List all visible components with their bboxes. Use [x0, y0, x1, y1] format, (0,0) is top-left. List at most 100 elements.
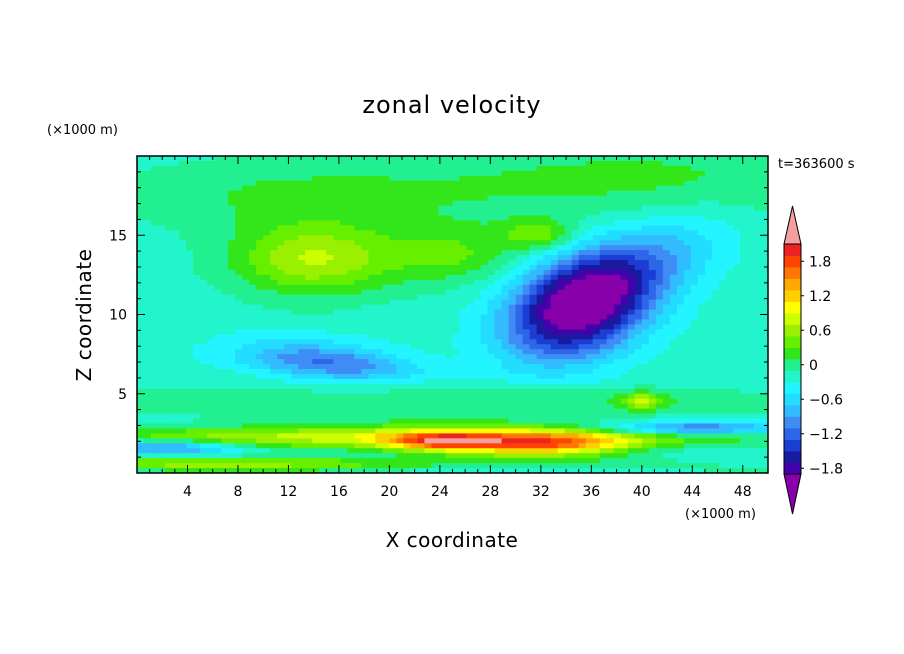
heatmap-cell: [690, 195, 699, 202]
heatmap-cell: [256, 240, 264, 246]
heatmap-cell: [746, 314, 755, 321]
heatmap-cell: [648, 240, 657, 246]
heatmap-cell: [718, 314, 727, 321]
heatmap-cell: [648, 274, 657, 281]
heatmap-cell: [676, 240, 685, 246]
heatmap-cell: [151, 210, 159, 217]
heatmap-cell: [494, 299, 503, 306]
heatmap-cell: [725, 205, 734, 212]
heatmap-cell: [683, 260, 692, 266]
heatmap-cell: [452, 274, 461, 281]
heatmap-cell: [361, 274, 369, 281]
heatmap-cell: [494, 289, 503, 296]
heatmap-cell: [613, 403, 622, 410]
heatmap-cell: [396, 339, 405, 345]
heatmap-cell: [634, 408, 643, 415]
heatmap-cell: [704, 185, 713, 192]
heatmap-cell: [165, 339, 173, 345]
heatmap-cell: [193, 255, 201, 261]
heatmap-cell: [732, 393, 741, 400]
heatmap-cell: [564, 185, 573, 192]
heatmap-cell: [263, 378, 271, 385]
heatmap-cell: [361, 240, 369, 246]
heatmap-cell: [690, 289, 699, 296]
heatmap-cell: [284, 428, 292, 434]
heatmap-cell: [172, 403, 180, 410]
heatmap-cell: [368, 339, 376, 345]
heatmap-cell: [326, 284, 334, 291]
heatmap-cell: [473, 185, 482, 192]
heatmap-cell: [368, 205, 376, 212]
heatmap-cell: [466, 304, 475, 311]
heatmap-cell: [403, 160, 412, 167]
heatmap-cell: [144, 428, 152, 434]
heatmap-cell: [739, 260, 748, 266]
heatmap-cell: [207, 235, 215, 241]
heatmap-cell: [473, 299, 482, 306]
heatmap-cell: [368, 418, 376, 425]
heatmap-cell: [319, 205, 327, 212]
heatmap-cell: [270, 354, 278, 360]
heatmap-cell: [613, 170, 622, 177]
heatmap-cell: [165, 383, 173, 390]
heatmap-cell: [704, 200, 713, 207]
heatmap-cell: [529, 289, 538, 296]
heatmap-cell: [340, 344, 348, 350]
heatmap-cell: [165, 314, 173, 321]
heatmap-cell: [704, 180, 713, 187]
heatmap-cell: [319, 210, 327, 217]
heatmap-cell: [214, 185, 222, 192]
heatmap-cell: [466, 359, 475, 365]
heatmap-cell: [620, 215, 629, 221]
heatmap-cell: [683, 269, 692, 276]
heatmap-cell: [718, 354, 727, 360]
heatmap-cell: [242, 245, 250, 251]
heatmap-cell: [564, 264, 573, 271]
heatmap-cell: [739, 289, 748, 296]
heatmap-cell: [522, 185, 531, 192]
heatmap-cell: [480, 175, 489, 182]
heatmap-cell: [207, 170, 215, 177]
heatmap-cell: [669, 289, 678, 296]
heatmap-cell: [711, 284, 720, 291]
heatmap-cell: [333, 319, 341, 325]
heatmap-cell: [431, 190, 440, 197]
heatmap-cell: [319, 304, 327, 311]
heatmap-cell: [417, 160, 426, 167]
heatmap-cell: [718, 245, 727, 251]
heatmap-cell: [459, 260, 468, 266]
heatmap-cell: [473, 398, 482, 405]
heatmap-cell: [718, 210, 727, 217]
heatmap-cell: [200, 240, 208, 246]
heatmap-cell: [368, 428, 376, 434]
heatmap-cell: [683, 408, 692, 415]
heatmap-cell: [732, 329, 741, 335]
heatmap-cell: [711, 260, 720, 266]
heatmap-cell: [690, 185, 699, 192]
heatmap-cell: [550, 185, 559, 192]
heatmap-cell: [410, 413, 419, 420]
heatmap-cell: [494, 190, 503, 197]
heatmap-cell: [578, 180, 587, 187]
heatmap-cell: [760, 269, 768, 276]
heatmap-cell: [711, 250, 720, 256]
heatmap-cell: [543, 408, 552, 415]
heatmap-cell: [368, 309, 376, 316]
heatmap-cell: [361, 185, 369, 192]
heatmap-cell: [473, 180, 482, 187]
heatmap-cell: [361, 413, 369, 420]
heatmap-cell: [333, 220, 341, 226]
heatmap-cell: [606, 185, 615, 192]
heatmap-cell: [214, 205, 222, 212]
heatmap-cell: [298, 230, 306, 236]
heatmap-cell: [242, 373, 250, 380]
heatmap-cell: [186, 413, 194, 420]
heatmap-cell: [312, 393, 320, 400]
heatmap-cell: [522, 359, 531, 365]
heatmap-cell: [585, 185, 594, 192]
heatmap-cell: [144, 368, 152, 375]
heatmap-cell: [536, 398, 545, 405]
heatmap-cell: [165, 423, 173, 430]
heatmap-cell: [312, 368, 320, 375]
heatmap-cell: [578, 156, 587, 162]
